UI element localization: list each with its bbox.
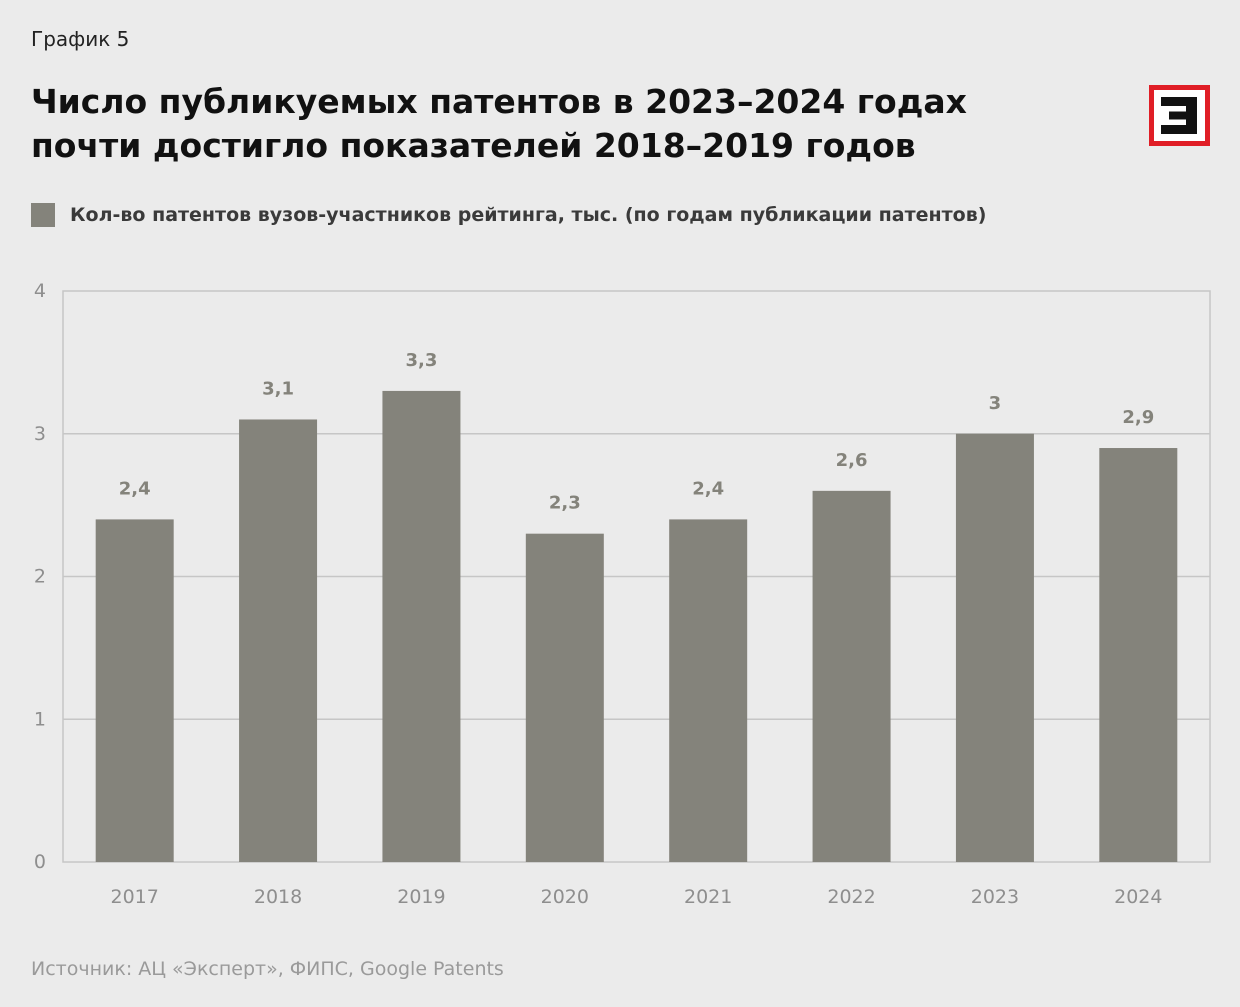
y-tick-label: 3 — [34, 423, 46, 445]
x-tick-label: 2019 — [397, 886, 445, 908]
data-label: 2,3 — [549, 493, 581, 514]
bar — [239, 419, 318, 862]
data-label: 2,6 — [836, 450, 868, 471]
data-label: 2,4 — [692, 478, 724, 499]
x-tick-label: 2020 — [541, 886, 589, 908]
chart-kicker: График 5 — [31, 27, 130, 51]
x-tick-label: 2018 — [254, 886, 302, 908]
bar — [1099, 448, 1178, 862]
legend-swatch — [31, 203, 55, 227]
bar — [95, 519, 174, 862]
legend-label: Кол-во патентов вузов-участников рейтинг… — [70, 204, 987, 226]
chart-title: Число публикуемых патентов в 2023–2024 г… — [31, 82, 967, 165]
y-tick-label: 1 — [34, 708, 46, 730]
y-tick-label: 2 — [34, 566, 46, 588]
brand-logo-icon — [1149, 85, 1210, 146]
x-tick-label: 2024 — [1114, 886, 1162, 908]
data-label: 3 — [989, 393, 1002, 414]
data-label: 3,1 — [262, 378, 294, 399]
y-tick-label: 4 — [34, 280, 46, 302]
x-tick-label: 2017 — [111, 886, 159, 908]
bar — [669, 519, 748, 862]
source-note: Источник: АЦ «Эксперт», ФИПС, Google Pat… — [31, 958, 504, 980]
x-tick-label: 2021 — [684, 886, 732, 908]
chart-legend: Кол-во патентов вузов-участников рейтинг… — [31, 203, 986, 227]
y-tick-label: 0 — [34, 851, 46, 873]
data-label: 2,9 — [1122, 407, 1154, 428]
data-label: 2,4 — [119, 478, 151, 499]
bar — [525, 533, 604, 862]
bar — [812, 490, 891, 862]
bar — [955, 433, 1034, 862]
bar — [382, 390, 461, 862]
x-tick-label: 2022 — [827, 886, 875, 908]
x-tick-label: 2023 — [971, 886, 1019, 908]
data-label: 3,3 — [405, 350, 437, 371]
